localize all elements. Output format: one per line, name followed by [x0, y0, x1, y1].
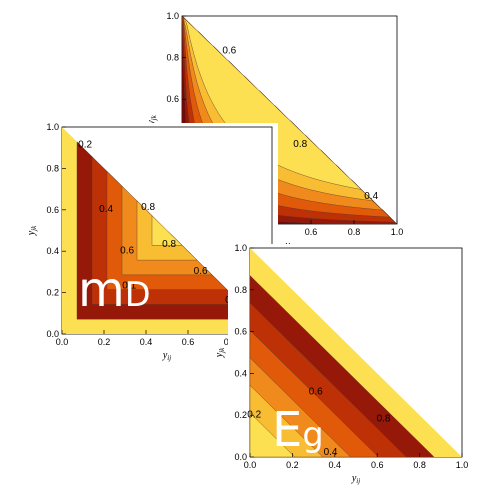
- y-tick-label: 0.6: [166, 94, 179, 104]
- x-axis-label-sub: ij: [167, 354, 171, 362]
- panel-title: Eg: [272, 402, 324, 458]
- contour-value-label: 0.8: [377, 413, 391, 424]
- x-axis-label: yij: [351, 473, 360, 485]
- y-tick-label: 0.8: [234, 285, 247, 295]
- contour-value-label: 0.2: [78, 140, 92, 151]
- y-tick-label: 1.0: [46, 122, 59, 132]
- panel-title-sub: g: [302, 415, 323, 454]
- contour-value-label: 0.6: [309, 386, 323, 397]
- x-tick-label: 1.0: [456, 460, 469, 470]
- y-axis-label-sub: jk: [30, 225, 38, 232]
- x-tick-label: 0.6: [371, 460, 384, 470]
- y-tick-label: 0.4: [234, 368, 247, 378]
- x-tick-label: 0.8: [348, 227, 361, 237]
- y-axis-label: yjk: [214, 347, 226, 358]
- y-axis-label-sub: jk: [150, 114, 158, 121]
- contour-value-label: 0.8: [141, 202, 155, 213]
- x-tick-label: 0.0: [244, 460, 257, 470]
- y-tick-label: 0.6: [46, 205, 59, 215]
- y-tick-label: 1.0: [166, 11, 179, 21]
- contour-value-label: 0.4: [364, 191, 378, 202]
- x-tick-label: 0.0: [56, 337, 69, 347]
- contour-value-label: 0.8: [162, 239, 176, 250]
- y-tick-label: 0.8: [166, 53, 179, 63]
- contour-band: [151, 215, 183, 246]
- y-tick-label: 0.8: [46, 163, 59, 173]
- x-tick-label: 0.6: [182, 337, 195, 347]
- x-tick-label: 0.2: [98, 337, 111, 347]
- contour-value-label: 0.1: [122, 280, 136, 291]
- contour-value-label: 0.6: [120, 245, 134, 256]
- y-tick-label: 1.0: [234, 243, 247, 253]
- y-tick-label: 0.0: [46, 329, 59, 339]
- contour-value-label: 0.8: [293, 139, 307, 150]
- y-tick-label: 0.0: [234, 452, 247, 462]
- y-tick-label: 0.4: [46, 246, 59, 256]
- y-axis-label: yjk: [146, 114, 158, 125]
- x-tick-label: 0.4: [329, 460, 342, 470]
- contour-value-label: 0.6: [194, 266, 208, 277]
- x-tick-label: 0.8: [413, 460, 426, 470]
- x-axis-label-sub: ij: [356, 477, 360, 485]
- y-tick-label: 0.6: [234, 327, 247, 337]
- contour-value-label: 0.4: [324, 447, 338, 458]
- y-tick-label: 0.2: [46, 288, 59, 298]
- x-tick-label: 1.0: [391, 227, 404, 237]
- x-tick-label: 0.4: [140, 337, 153, 347]
- x-axis-label: yij: [162, 350, 171, 362]
- x-tick-label: 0.2: [286, 460, 299, 470]
- contour-value-label: 0.2: [247, 409, 261, 420]
- contour-value-label: 0.4: [99, 204, 113, 215]
- y-axis-label: yjk: [26, 225, 38, 236]
- contour-panel-Eg: 0.0 0.2 0.4 0.6 0.8 1.0 0.0 0.2 0.4 0.6 0.8 1.0 yij y…: [214, 243, 468, 487]
- y-tick-label: 0.2: [234, 410, 247, 420]
- x-tick-label: 0.6: [305, 227, 318, 237]
- panel-title-sub: D: [125, 275, 151, 314]
- y-axis-label-sub: jk: [218, 347, 226, 354]
- contour-value-label: 0.6: [222, 45, 236, 56]
- contour-band: [249, 412, 296, 458]
- contour-band: [181, 15, 398, 225]
